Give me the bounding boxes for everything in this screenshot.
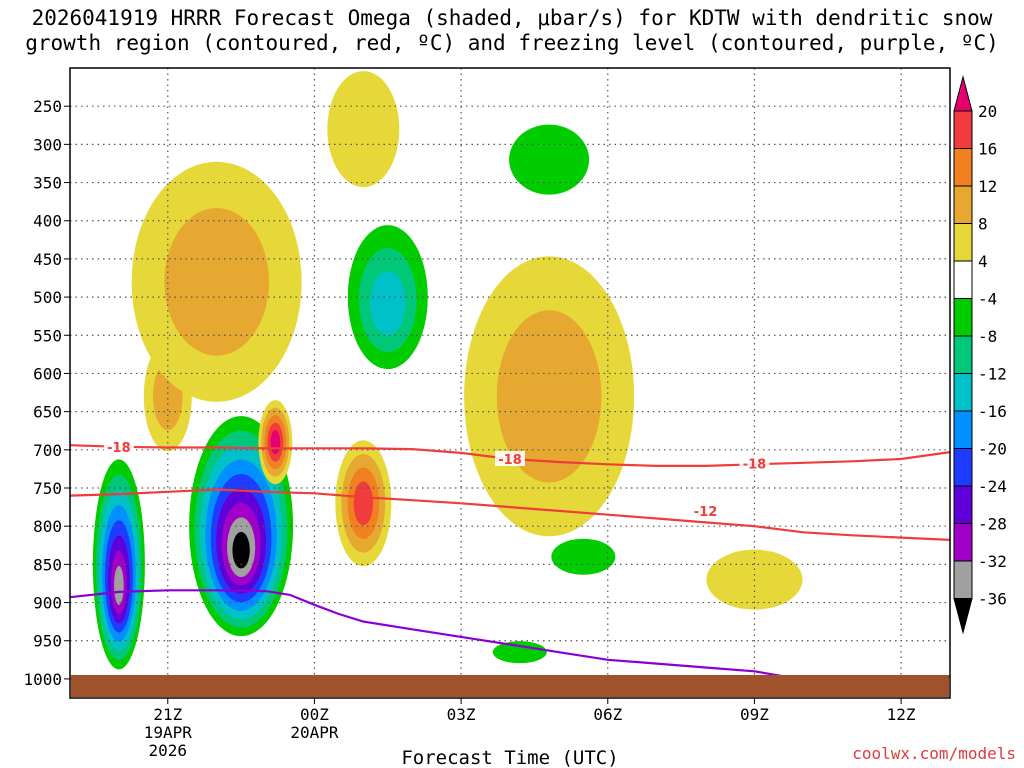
x-tick-label: 09Z <box>740 705 769 724</box>
temperature-contours: -18 -18 -18 -12 <box>70 438 950 684</box>
x-tick-year: 2026 <box>149 741 188 760</box>
colorbar-label: -32 <box>978 552 1007 571</box>
y-tick-label: 650 <box>33 403 62 422</box>
credit-text: coolwx.com/models <box>852 744 1016 763</box>
colorbar-top-arrow <box>953 75 973 112</box>
colorbar-label: 16 <box>978 140 997 159</box>
contour-label-bg <box>739 455 770 471</box>
omega-region <box>270 430 281 455</box>
x-tick-date: 19APR <box>144 723 193 742</box>
y-tick-label: 950 <box>33 632 62 651</box>
colorbar-label: 20 <box>978 102 997 121</box>
y-tick-label: 450 <box>33 250 62 269</box>
contour-label-bg <box>495 450 525 466</box>
colorbar-swatch <box>953 185 973 224</box>
omega-region <box>492 641 547 664</box>
y-tick-label: 300 <box>33 135 62 154</box>
omega-region <box>232 531 250 569</box>
y-tick-label: 700 <box>33 441 62 460</box>
gridlines <box>70 68 950 698</box>
colorbar-label: -36 <box>978 590 1007 609</box>
y-tick-label: 800 <box>33 517 62 536</box>
snow-growth-contour <box>70 488 950 541</box>
colorbar-swatch <box>953 110 973 149</box>
y-tick-label: 1000 <box>23 670 62 689</box>
colorbar-swatch <box>953 260 973 299</box>
snow-growth-contour-label: -18 <box>743 458 767 473</box>
colorbar-swatch <box>953 523 973 562</box>
y-tick-label: 600 <box>33 364 62 383</box>
x-tick-label: 06Z <box>593 705 622 724</box>
colorbar-label: 8 <box>978 215 988 234</box>
x-axis-label: Forecast Time (UTC) <box>401 747 618 768</box>
colorbar-swatch <box>953 298 973 337</box>
y-tick-label: 900 <box>33 594 62 613</box>
colorbar-label: -16 <box>978 402 1007 421</box>
y-tick-label: 400 <box>33 212 62 231</box>
colorbar-label: -4 <box>978 290 997 309</box>
x-tick-label: 21Z <box>153 705 182 724</box>
omega-shading <box>92 71 803 670</box>
x-tick-label: 00Z <box>300 705 329 724</box>
colorbar-swatch <box>953 485 973 524</box>
colorbar-swatch <box>953 148 973 187</box>
ground-layer <box>71 675 949 697</box>
colorbar-swatch <box>953 373 973 412</box>
omega-region <box>327 71 400 188</box>
omega-region <box>509 124 590 195</box>
x-tick-label: 12Z <box>887 705 916 724</box>
chart-title: 2026041919 HRRR Forecast Omega (shaded, … <box>0 6 1024 56</box>
snow-growth-contour-label: -18 <box>498 453 522 468</box>
omega-region <box>164 207 269 356</box>
snow-growth-contour-label: -12 <box>694 505 718 520</box>
omega-region <box>370 271 406 336</box>
colorbar-swatch <box>953 410 973 449</box>
colorbar-label: 12 <box>978 177 997 196</box>
colorbar-swatch <box>953 560 973 599</box>
colorbar-label: -12 <box>978 365 1007 384</box>
colorbar: 20 16 12 8 4 -4 -8 -12 -16 -20 -24 -28 -32 -36 <box>953 75 1007 635</box>
x-tick-label: 03Z <box>447 705 476 724</box>
colorbar-label: 4 <box>978 252 988 271</box>
y-tick-label: 550 <box>33 326 62 345</box>
title-line-2: growth region (contoured, red, ºC) and f… <box>25 31 999 55</box>
contour-label-bg <box>103 438 134 454</box>
colorbar-label: -24 <box>978 477 1007 496</box>
colorbar-label: -8 <box>978 327 997 346</box>
omega-region <box>114 565 124 605</box>
y-axis: 250 300 350 400 450 500 550 600 650 700 750 800 850 9… <box>23 97 70 689</box>
plot-frame <box>69 67 951 699</box>
y-tick-label: 750 <box>33 479 62 498</box>
colorbar-label: -20 <box>978 440 1007 459</box>
colorbar-swatch <box>953 223 973 262</box>
colorbar-bottom-arrow <box>953 598 973 635</box>
y-tick-label: 500 <box>33 288 62 307</box>
omega-region <box>353 481 374 526</box>
omega-region <box>551 538 616 575</box>
colorbar-swatch <box>953 448 973 487</box>
snow-growth-contour-label: -18 <box>107 441 131 456</box>
colorbar-label: -28 <box>978 515 1007 534</box>
omega-region <box>496 310 602 483</box>
y-tick-label: 350 <box>33 174 62 193</box>
y-tick-label: 250 <box>33 97 62 116</box>
y-tick-label: 850 <box>33 555 62 574</box>
contour-label-bg <box>690 502 721 518</box>
colorbar-swatch <box>953 335 973 374</box>
freezing-level-contour <box>70 589 950 684</box>
title-line-1: 2026041919 HRRR Forecast Omega (shaded, … <box>31 6 993 30</box>
x-tick-date: 20APR <box>290 723 339 742</box>
